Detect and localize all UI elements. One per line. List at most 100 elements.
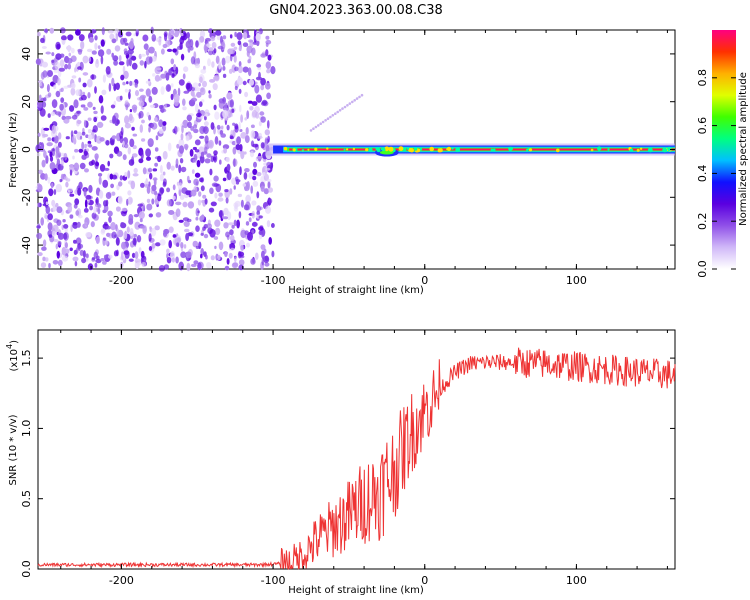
snr-series-line xyxy=(37,347,676,570)
noise-blob xyxy=(264,262,270,267)
noise-blob xyxy=(210,155,214,163)
noise-blob xyxy=(217,45,224,50)
snr-y-multiplier-text: (x10 xyxy=(9,349,20,372)
noise-blob xyxy=(124,122,131,129)
noise-blob xyxy=(187,179,192,184)
noise-blob xyxy=(225,231,230,238)
noise-blob xyxy=(187,121,192,129)
noise-blob xyxy=(166,257,172,264)
noise-blob xyxy=(63,224,69,229)
noise-blob xyxy=(165,84,172,92)
noise-blob xyxy=(76,243,84,249)
noise-blob xyxy=(48,234,53,238)
chirp-blob xyxy=(355,97,359,100)
noise-blob xyxy=(63,234,68,240)
signal-band-core xyxy=(289,148,675,151)
noise-blob xyxy=(205,113,208,117)
noise-blob xyxy=(91,129,96,133)
noise-blob xyxy=(55,183,62,193)
noise-blob xyxy=(220,125,224,130)
noise-blob xyxy=(244,91,249,98)
noise-blob xyxy=(261,257,265,266)
noise-blob xyxy=(63,85,69,89)
noise-blob xyxy=(167,142,172,152)
noise-blob xyxy=(91,146,98,151)
spectrogram-signal-line xyxy=(265,143,675,157)
noise-blob xyxy=(162,171,166,176)
noise-blob xyxy=(148,95,153,103)
noise-blob xyxy=(48,263,51,269)
noise-blob xyxy=(98,173,103,177)
noise-blob xyxy=(94,42,98,50)
noise-blob xyxy=(39,82,42,87)
colorbar-tick-label: 0.8 xyxy=(696,69,709,87)
signal-speckle xyxy=(368,147,373,153)
noise-blob xyxy=(78,77,82,83)
chirp-blob xyxy=(341,107,344,110)
noise-blob xyxy=(134,221,141,230)
noise-blob xyxy=(222,73,227,78)
noise-blob xyxy=(120,74,125,81)
noise-blob xyxy=(208,93,212,99)
noise-blob xyxy=(77,66,82,70)
noise-blob xyxy=(52,224,59,233)
noise-blob xyxy=(255,33,261,42)
noise-blob xyxy=(264,255,269,262)
noise-blob xyxy=(44,257,49,262)
noise-blob xyxy=(140,94,147,99)
noise-blob xyxy=(197,199,202,206)
noise-blob xyxy=(229,188,233,195)
noise-blob xyxy=(87,92,91,99)
spectrogram-y-tick-label: -40 xyxy=(20,236,33,254)
noise-blob xyxy=(224,251,228,257)
noise-blob xyxy=(137,203,144,207)
noise-blob xyxy=(200,248,204,256)
noise-blob xyxy=(142,34,149,42)
signal-speckle xyxy=(607,148,610,151)
noise-blob xyxy=(260,142,265,149)
noise-blob xyxy=(178,219,184,223)
noise-blob xyxy=(132,173,139,177)
noise-blob xyxy=(192,158,197,163)
noise-blob xyxy=(77,61,81,67)
noise-blob xyxy=(189,46,194,51)
noise-blob xyxy=(139,88,144,92)
noise-blob xyxy=(214,74,220,82)
noise-blob xyxy=(248,79,255,86)
noise-blob xyxy=(213,150,218,156)
noise-blob xyxy=(170,93,174,101)
noise-blob xyxy=(114,28,120,36)
noise-blob xyxy=(37,31,41,37)
noise-blob xyxy=(256,191,260,199)
noise-blob xyxy=(46,84,50,93)
noise-blob xyxy=(184,228,190,233)
noise-blob xyxy=(124,100,129,105)
colorbar-strip xyxy=(712,30,736,269)
noise-blob xyxy=(185,135,190,142)
snr-x-ticks: -200 -100 0 100 xyxy=(60,330,668,587)
signal-speckle xyxy=(380,147,384,151)
noise-blob xyxy=(146,198,151,203)
noise-blob xyxy=(192,146,197,151)
noise-blob xyxy=(148,46,155,54)
noise-blob xyxy=(69,214,74,219)
noise-blob xyxy=(258,230,263,235)
noise-blob xyxy=(264,129,270,136)
noise-blob xyxy=(231,224,235,229)
signal-speckle xyxy=(451,147,454,150)
noise-blob xyxy=(200,68,207,74)
noise-blob xyxy=(100,115,107,121)
noise-blob xyxy=(111,38,117,44)
noise-blob xyxy=(263,173,269,181)
noise-blob xyxy=(196,112,202,118)
noise-blob xyxy=(60,97,65,103)
signal-speckle xyxy=(590,148,594,152)
noise-blob xyxy=(211,61,215,68)
noise-blob xyxy=(193,260,199,265)
noise-blob xyxy=(183,66,189,73)
snr-x-tick-label: 0 xyxy=(421,574,428,587)
signal-speckle xyxy=(662,147,668,153)
noise-blob xyxy=(88,184,93,193)
signal-speckle xyxy=(307,148,310,151)
noise-blob xyxy=(101,27,105,36)
